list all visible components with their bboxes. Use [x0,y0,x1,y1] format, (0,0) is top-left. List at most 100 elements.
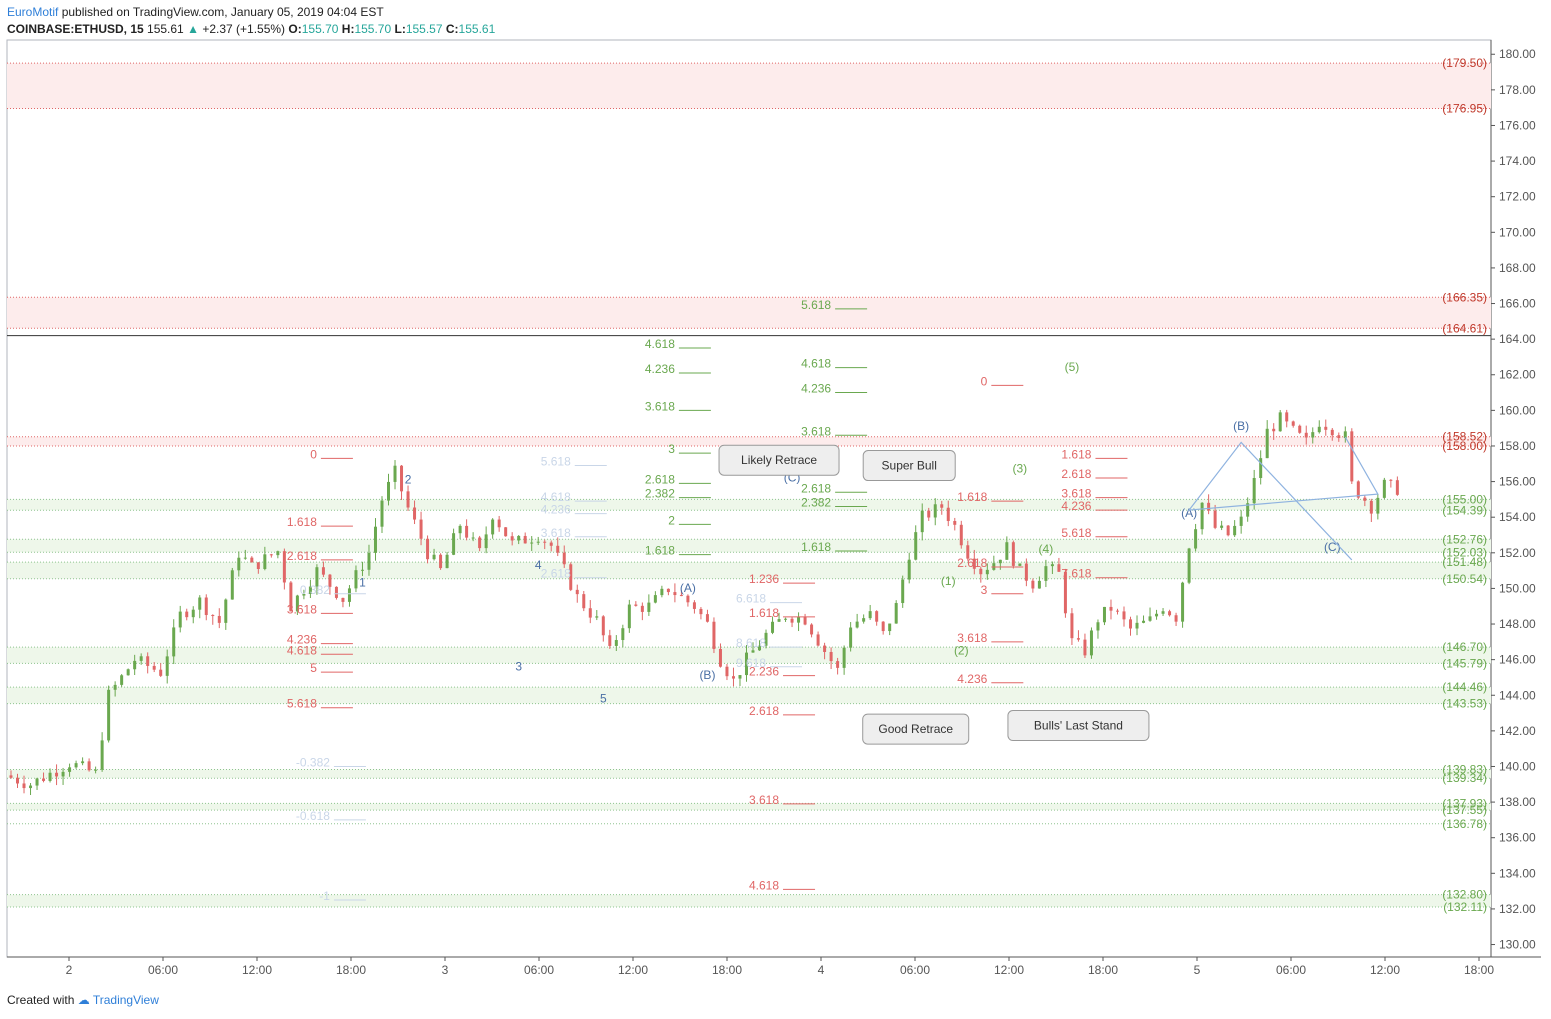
wave-label: (5) [1065,360,1080,374]
candle-body [1129,619,1133,629]
candle-body [1317,426,1321,433]
x-tick-label: 06:00 [1276,963,1306,977]
x-tick-label: 18:00 [712,963,742,977]
tradingview-brand[interactable]: TradingView [92,993,159,1007]
candle-body [1115,610,1119,612]
candle-body [1382,479,1386,498]
candle-body [263,554,267,570]
candle-body [282,551,286,583]
candle-body [42,778,46,781]
candle-body [1142,620,1146,623]
candle-body [1083,639,1087,656]
fib-level-label: 3.618 [749,793,779,807]
candle-body [797,617,801,623]
wave-label: (2) [954,643,969,657]
candle-body [556,545,560,553]
candle-body [1304,432,1308,438]
candle-body [1174,615,1178,622]
open-value: 155.70 [301,22,339,36]
candle-body [165,656,169,676]
y-tick-label: 178.00 [1499,83,1536,97]
candle-body [1265,428,1269,459]
candle-body [784,618,788,620]
candle-body [601,616,605,636]
candle-body [692,602,696,609]
fib-level-label: 8.618 [736,636,766,650]
candle-body [543,541,547,543]
candle-body [211,615,215,617]
candle-body [946,507,950,522]
candle-body [380,500,384,527]
candle-body [1063,571,1067,614]
x-tick-label: 12:00 [994,963,1024,977]
fib-level-label: -0.618 [296,809,330,823]
candle-body [731,676,735,679]
fib-level-label: 3.618 [645,399,675,413]
zone-label: (139.83) [1442,763,1487,777]
fib-level-label: 1.618 [1061,447,1091,461]
candle-body [562,552,566,565]
fib-level-label: 2.618 [645,472,675,486]
candle-body [439,554,443,569]
candle-body [302,593,306,596]
candle-body [328,574,332,587]
y-tick-label: 132.00 [1499,902,1536,916]
candle-body [276,551,280,556]
fib-level-label: 5.618 [801,298,831,312]
callout-label: Good Retrace [878,722,953,736]
candle-body [217,615,221,623]
zone-band [7,803,1491,811]
y-tick-label: 164.00 [1499,332,1536,346]
fib-level-label: 1.618 [749,606,779,620]
candle-body [373,526,377,553]
candle-body [1246,503,1250,517]
x-tick-label: 12:00 [618,963,648,977]
candle-body [321,567,325,575]
candle-body [1089,630,1093,656]
callout-box [1007,710,1150,742]
candle-body [1272,428,1276,432]
zone-label: (152.03) [1442,545,1487,559]
callout-label: Bulls' Last Stand [1034,719,1123,733]
y-tick-label: 152.00 [1499,546,1536,560]
candle-body [1109,606,1113,611]
candle-body [1213,510,1217,528]
x-tick-label: 06:00 [148,963,178,977]
candle-body [1369,500,1373,514]
candle-body [1057,564,1061,572]
fib-level-label: 0.382 [300,583,330,597]
fib-level-label: 3.618 [801,424,831,438]
candle-body [191,609,195,618]
wave-label: 5 [600,691,607,705]
author-link[interactable]: EuroMotif [7,5,59,19]
zone-label: (146.70) [1442,640,1487,654]
candle-body [790,618,794,623]
candle-body [582,594,586,609]
wave-label: (1) [941,574,956,588]
candle-body [1376,497,1380,514]
fib-level-label: 7.618 [1061,567,1091,581]
candle-body [920,510,924,533]
fib-level-label: 1.618 [957,490,987,504]
y-tick-label: 148.00 [1499,617,1536,631]
candle-body [901,579,905,604]
zone-band [7,894,1491,907]
fib-level-label: 2.618 [1061,467,1091,481]
candle-body [1194,529,1198,549]
candle-body [751,650,755,653]
candle-body [1200,502,1204,530]
candle-body [992,563,996,570]
candle-body [360,569,364,571]
fib-level-label: 3.618 [541,526,571,540]
candle-body [985,569,989,575]
candle-body [829,651,833,662]
wave-label: (B) [699,668,715,682]
fib-level-label: -1 [319,889,330,903]
candle-body [1096,622,1100,631]
fib-level-label: 1.236 [749,572,779,586]
zone-band [7,499,1491,511]
candle-body [1161,611,1165,614]
candle-body [940,504,944,508]
candle-body [1050,564,1054,567]
